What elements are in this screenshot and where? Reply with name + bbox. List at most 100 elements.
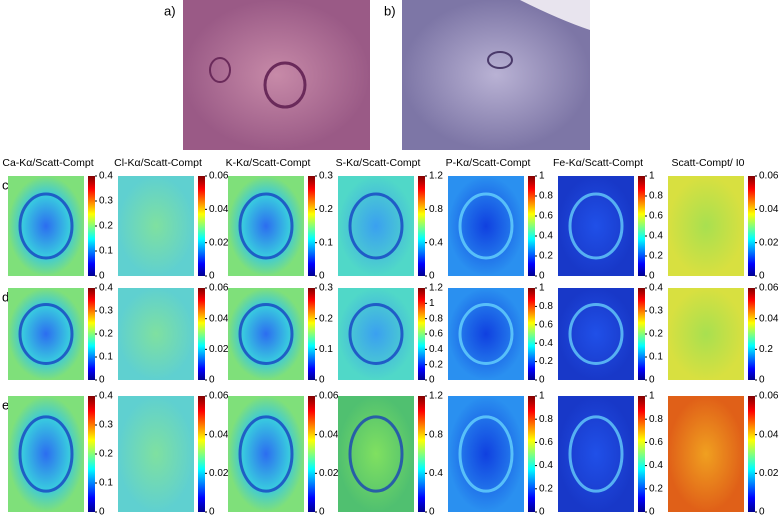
element-map [668,176,744,276]
colorbar-tick-label: 0.3 [99,196,113,207]
colorbar [88,396,95,512]
colorbar [418,288,425,380]
row-label: e) [2,397,14,412]
colorbar-tick-label: 0.2 [649,251,663,262]
colorbar-tick-label: 0 [319,271,325,282]
colorbar-tick-label: 0.1 [99,352,113,363]
colorbar-tick-label: 0.06 [209,171,229,182]
colorbar-tick-label: 0.04 [209,313,229,324]
colorbar-tick-label: 0.6 [539,211,553,222]
colorbar [198,396,205,512]
colorbar-tick-label: 0.06 [209,391,229,402]
colorbar-tick-label: 0.4 [99,391,113,402]
colorbar-tick-label: 1 [649,391,655,402]
colorbar-tick-label: 0 [649,507,655,517]
colorbar-tick-label: 0 [539,375,545,386]
element-map [668,288,744,380]
colorbar-tick-label: 0.4 [539,231,553,242]
colorbar-tick-label: 0.3 [319,283,333,294]
colorbar-tick-label: 0.02 [209,468,229,479]
element-map [118,176,194,276]
colorbar-tick-label: 0 [649,375,655,386]
colorbar-tick-label: 0.06 [759,171,779,182]
map-structure [238,303,294,365]
column-header: S-Kα/Scatt-Compt [336,157,421,169]
colorbar-tick-label: 0.06 [759,283,779,294]
colorbar [638,396,645,512]
column-header: Scatt-Compt/ I0 [672,157,745,169]
column-header: Ca-Kα/Scatt-Compt [2,157,93,169]
colorbar [198,288,205,380]
panel-label: b) [384,3,396,18]
colorbar-tick-label: 0.04 [209,204,229,215]
colorbar-tick-label: 0.2 [539,356,553,367]
gland [209,57,231,83]
column-header: P-Kα/Scatt-Compt [446,157,531,169]
colorbar-tick-label: 0.1 [99,478,113,489]
element-map [118,288,194,380]
colorbar-tick-label: 0 [429,271,435,282]
colorbar-tick-label: 0.4 [429,344,443,355]
colorbar-tick-label: 0.4 [99,171,113,182]
colorbar-tick-label: 0.2 [759,344,773,355]
colorbar-tick-label: 0.3 [319,171,333,182]
colorbar [308,288,315,380]
colorbar-tick-label: 0.2 [429,359,443,370]
colorbar [418,396,425,512]
colorbar-tick-label: 1 [649,171,655,182]
colorbar-tick-label: 0.2 [649,329,663,340]
element-map [668,396,744,512]
colorbar-tick-label: 0.2 [539,483,553,494]
colorbar-tick-label: 0.8 [539,301,553,312]
map-structure [458,192,514,260]
map-structure [238,415,294,493]
colorbar-tick-label: 0 [319,375,325,386]
colorbar-tick-label: 0 [539,507,545,517]
map-structure [18,192,74,260]
colorbar-tick-label: 0.04 [209,429,229,440]
colorbar-tick-label: 0.8 [429,429,443,440]
colorbar-tick-label: 0.02 [319,468,339,479]
colorbar-tick-label: 0.4 [429,237,443,248]
colorbar-tick-label: 0.02 [209,344,229,355]
colorbar-tick-label: 0.02 [209,237,229,248]
column-header: K-Kα/Scatt-Compt [226,157,311,169]
colorbar-tick-label: 0.2 [319,313,333,324]
map-structure [568,192,624,260]
background [520,0,590,30]
row-label: d) [2,289,14,304]
colorbar-tick-label: 0 [759,271,765,282]
colorbar-tick-label: 0.06 [759,391,779,402]
colorbar [308,176,315,276]
colorbar-tick-label: 0.04 [759,204,779,215]
colorbar [88,176,95,276]
colorbar-tick-label: 0.4 [649,460,663,471]
colorbar-tick-label: 0.3 [99,306,113,317]
colorbar-tick-label: 0.8 [429,204,443,215]
colorbar-tick-label: 0.04 [759,313,779,324]
map-structure [238,192,294,260]
colorbar-tick-label: 0.1 [649,352,663,363]
colorbar-tick-label: 0 [649,271,655,282]
colorbar [528,396,535,512]
colorbar-tick-label: 0 [209,375,215,386]
colorbar-tick-label: 1 [539,171,545,182]
colorbar [748,288,755,380]
colorbar-tick-label: 1 [429,298,435,309]
colorbar-tick-label: 0.06 [209,283,229,294]
column-header: Cl-Kα/Scatt-Compt [114,157,202,169]
colorbar-tick-label: 0.06 [319,391,339,402]
colorbar-tick-label: 0.6 [649,437,663,448]
colorbar [88,288,95,380]
map-structure [568,303,624,365]
row-label: c) [2,177,13,192]
column-header: Fe-Kα/Scatt-Compt [553,157,643,169]
map-structure [458,303,514,365]
colorbar-tick-label: 1 [539,391,545,402]
element-map [118,396,194,512]
colorbar-tick-label: 0.4 [99,283,113,294]
colorbar [528,288,535,380]
colorbar-tick-label: 0.4 [429,468,443,479]
map-structure [568,415,624,493]
colorbar-tick-label: 0 [429,507,435,517]
